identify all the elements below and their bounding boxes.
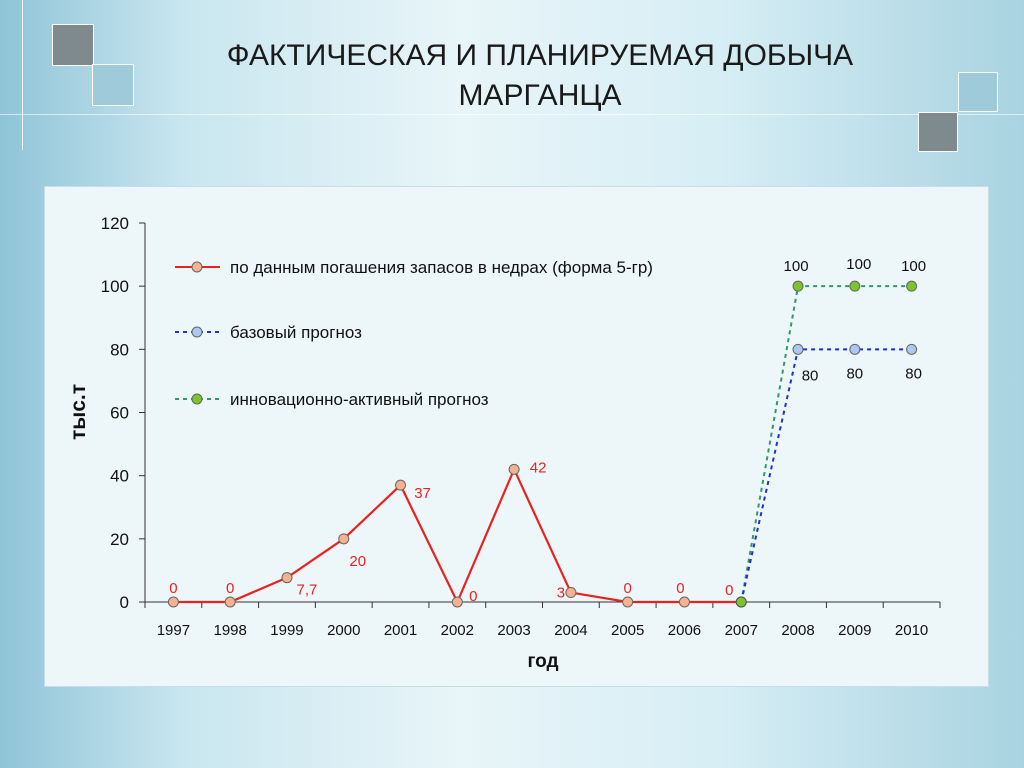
legend-marker-1 bbox=[191, 326, 203, 338]
y-tick-label: 0 bbox=[120, 593, 129, 612]
y-tick-label: 120 bbox=[101, 214, 129, 233]
data-label-actual: 37 bbox=[414, 485, 431, 502]
data-label-base: 80 bbox=[802, 367, 819, 384]
slide-title: ФАКТИЧЕСКАЯ И ПЛАНИРУЕМАЯ ДОБЫЧА МАРГАНЦ… bbox=[180, 36, 900, 116]
data-label-innovative: 100 bbox=[901, 258, 926, 275]
x-tick-label: 2006 bbox=[668, 622, 701, 639]
decor-square-dark-left bbox=[52, 24, 94, 66]
x-tick-label: 2005 bbox=[611, 622, 644, 639]
series-marker-0 bbox=[395, 479, 407, 491]
y-axis-title: тыс.т bbox=[67, 384, 90, 440]
y-tick-label: 60 bbox=[110, 404, 129, 423]
series-marker-2 bbox=[906, 280, 918, 292]
series-line-1 bbox=[740, 348, 912, 603]
data-label-actual: 20 bbox=[349, 553, 366, 570]
series-marker-1 bbox=[849, 343, 861, 355]
series-marker-2 bbox=[792, 280, 804, 292]
series-marker-0 bbox=[281, 572, 293, 584]
series-marker-1 bbox=[906, 343, 918, 355]
x-tick-label: 1998 bbox=[213, 622, 246, 639]
series-marker-0 bbox=[167, 596, 179, 608]
series-marker-1 bbox=[792, 343, 804, 355]
decor-line-left bbox=[22, 0, 23, 150]
data-label-base: 80 bbox=[905, 365, 922, 382]
legend-marker-0 bbox=[191, 261, 203, 273]
x-tick-label: 2004 bbox=[554, 622, 587, 639]
y-tick-label: 20 bbox=[110, 530, 129, 549]
data-label-innovative: 100 bbox=[846, 256, 871, 273]
legend-label-1: базовый прогноз bbox=[230, 323, 362, 342]
x-tick-label: 2007 bbox=[725, 622, 758, 639]
x-tick-label: 2008 bbox=[781, 622, 814, 639]
data-label-innovative: 100 bbox=[784, 258, 809, 275]
decor-square-dark-right bbox=[918, 112, 958, 152]
x-tick-label: 2009 bbox=[838, 622, 871, 639]
x-tick-label: 2001 bbox=[384, 622, 417, 639]
data-label-actual: 0 bbox=[624, 580, 632, 597]
x-tick-label: 2003 bbox=[497, 622, 530, 639]
y-tick-label: 100 bbox=[101, 277, 129, 296]
series-marker-0 bbox=[508, 463, 520, 475]
series-marker-0 bbox=[338, 533, 350, 545]
decor-line-top bbox=[0, 114, 1024, 115]
series-marker-0 bbox=[224, 596, 236, 608]
series-marker-2 bbox=[849, 280, 861, 292]
decor-square-light-right bbox=[958, 72, 998, 112]
x-tick-label: 2002 bbox=[441, 622, 474, 639]
data-label-actual: 0 bbox=[676, 580, 684, 597]
series-marker-0 bbox=[565, 587, 577, 599]
data-label-actual: 0 bbox=[169, 580, 177, 597]
series-line-2 bbox=[740, 285, 912, 603]
x-tick-label: 1999 bbox=[270, 622, 303, 639]
x-tick-label: 2010 bbox=[895, 622, 928, 639]
y-tick-label: 80 bbox=[110, 340, 129, 359]
data-label-actual: 0 bbox=[226, 580, 234, 597]
slide-title-line-2: МАРГАНЦА bbox=[458, 79, 622, 112]
legend-marker-2 bbox=[191, 393, 203, 405]
legend-label-0: по данным погашения запасов в недрах (фо… bbox=[230, 258, 653, 277]
x-axis-title: год bbox=[527, 651, 558, 672]
series-marker-0 bbox=[622, 596, 634, 608]
series-marker-junction bbox=[735, 596, 747, 608]
data-label-base: 80 bbox=[846, 365, 863, 382]
data-label-actual: 7,7 bbox=[297, 582, 318, 599]
data-label-actual: 3 bbox=[557, 585, 565, 602]
x-tick-label: 2000 bbox=[327, 622, 360, 639]
decor-square-light-left bbox=[92, 64, 134, 106]
slide-title-line-1: ФАКТИЧЕСКАЯ И ПЛАНИРУЕМАЯ ДОБЫЧА bbox=[226, 39, 854, 72]
x-tick-label: 1997 bbox=[157, 622, 190, 639]
series-marker-0 bbox=[678, 596, 690, 608]
data-label-actual: 0 bbox=[725, 582, 733, 599]
data-label-actual: 42 bbox=[530, 459, 547, 476]
legend-label-2: инновационно-активный прогноз bbox=[230, 390, 489, 409]
data-label-actual: 0 bbox=[469, 588, 477, 605]
series-marker-0 bbox=[451, 596, 463, 608]
y-tick-label: 40 bbox=[110, 467, 129, 486]
series-line-0 bbox=[173, 466, 742, 605]
